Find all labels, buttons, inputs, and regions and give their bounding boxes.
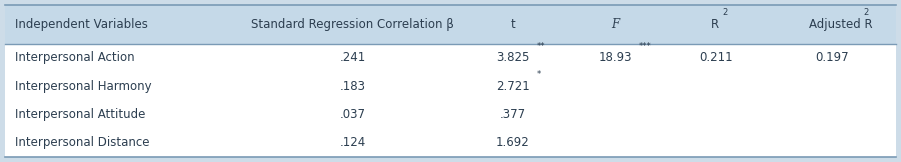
Text: .377: .377 (500, 108, 526, 121)
Text: Interpersonal Action: Interpersonal Action (15, 51, 135, 64)
Text: 0.197: 0.197 (815, 51, 849, 64)
Text: Standard Regression Correlation β: Standard Regression Correlation β (251, 18, 454, 31)
Text: .037: .037 (340, 108, 366, 121)
Text: .183: .183 (340, 80, 366, 93)
Text: Adjusted R: Adjusted R (809, 18, 873, 31)
Bar (5, 5, 896, 44)
Text: Independent Variables: Independent Variables (15, 18, 148, 31)
Text: .124: .124 (340, 136, 366, 150)
Text: R: R (712, 18, 720, 31)
Text: ***: *** (639, 42, 651, 51)
Bar (5, 44, 896, 157)
Text: *: * (536, 70, 541, 79)
Text: 18.93: 18.93 (599, 51, 633, 64)
Text: 2.721: 2.721 (496, 80, 530, 93)
Text: .241: .241 (340, 51, 366, 64)
Text: F: F (612, 18, 620, 31)
Text: 1.692: 1.692 (496, 136, 530, 150)
Text: 3.825: 3.825 (496, 51, 530, 64)
Text: 2: 2 (723, 8, 727, 17)
Text: Interpersonal Distance: Interpersonal Distance (15, 136, 150, 150)
Text: 0.211: 0.211 (699, 51, 733, 64)
Text: Interpersonal Harmony: Interpersonal Harmony (15, 80, 152, 93)
Text: **: ** (536, 42, 545, 51)
Text: Interpersonal Attitude: Interpersonal Attitude (15, 108, 146, 121)
Text: t: t (511, 18, 515, 31)
Text: 2: 2 (863, 8, 869, 17)
